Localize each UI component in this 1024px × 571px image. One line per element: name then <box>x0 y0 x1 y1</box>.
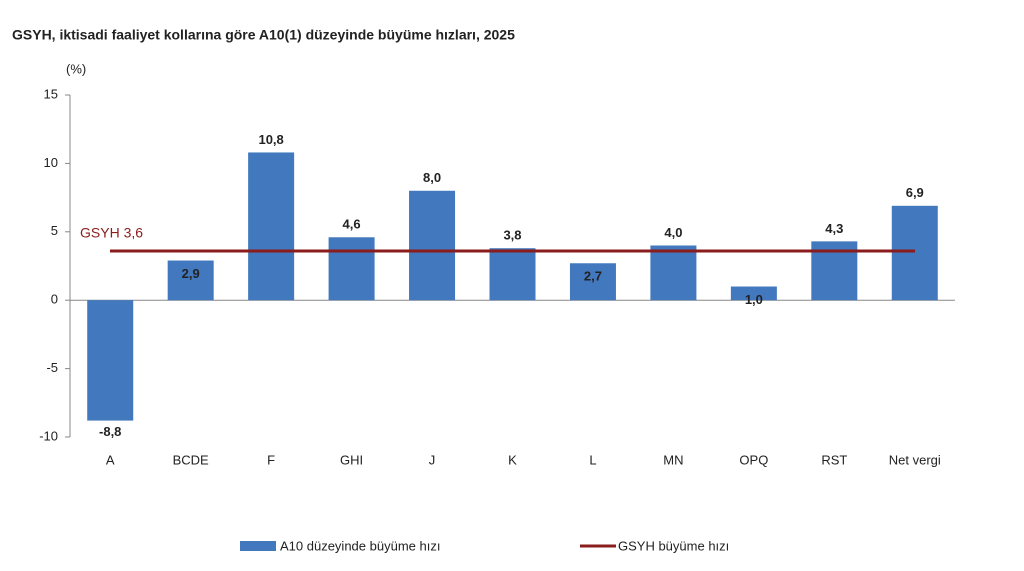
x-tick-label: OPQ <box>739 452 768 467</box>
y-tick-label: 15 <box>44 86 58 101</box>
value-label: 4,0 <box>664 225 682 240</box>
x-tick-label: GHI <box>340 452 363 467</box>
chart-title: GSYH, iktisadi faaliyet kollarına göre A… <box>12 27 515 43</box>
reference-label: GSYH 3,6 <box>80 225 143 241</box>
legend-swatch <box>240 541 276 551</box>
x-tick-label: F <box>267 452 275 467</box>
value-label: 1,0 <box>745 292 763 307</box>
y-tick-label: 0 <box>51 292 58 307</box>
x-tick-label: A <box>106 452 115 467</box>
bar <box>891 205 938 301</box>
bar <box>730 286 777 301</box>
bar <box>328 237 375 301</box>
value-label: -8,8 <box>99 424 121 439</box>
bar <box>489 248 536 301</box>
x-tick-label: RST <box>821 452 847 467</box>
y-tick-label: 5 <box>51 223 58 238</box>
x-tick-label: K <box>508 452 517 467</box>
bar <box>248 152 295 301</box>
value-label: 10,8 <box>258 132 283 147</box>
x-tick-label: BCDE <box>173 452 209 467</box>
value-label: 4,6 <box>343 217 361 232</box>
value-label: 3,8 <box>503 228 521 243</box>
value-label: 6,9 <box>906 185 924 200</box>
legend-label: GSYH büyüme hızı <box>618 538 729 553</box>
value-label: 8,0 <box>423 170 441 185</box>
y-axis-label: (%) <box>66 61 86 76</box>
bar <box>409 190 456 301</box>
bar <box>569 263 616 301</box>
value-label: 2,7 <box>584 269 602 284</box>
y-tick-label: 10 <box>44 155 58 170</box>
y-tick-label: -5 <box>46 360 58 375</box>
legend-label: A10 düzeyinde büyüme hızı <box>280 538 440 553</box>
y-tick-label: -10 <box>39 428 58 443</box>
bar <box>650 245 697 301</box>
x-tick-label: Net vergi <box>889 452 941 467</box>
x-tick-label: MN <box>663 452 683 467</box>
value-label: 4,3 <box>825 221 843 236</box>
value-label: 2,9 <box>182 266 200 281</box>
bar <box>167 260 214 301</box>
bar <box>87 300 134 421</box>
x-tick-label: J <box>429 452 436 467</box>
x-tick-label: L <box>589 452 596 467</box>
